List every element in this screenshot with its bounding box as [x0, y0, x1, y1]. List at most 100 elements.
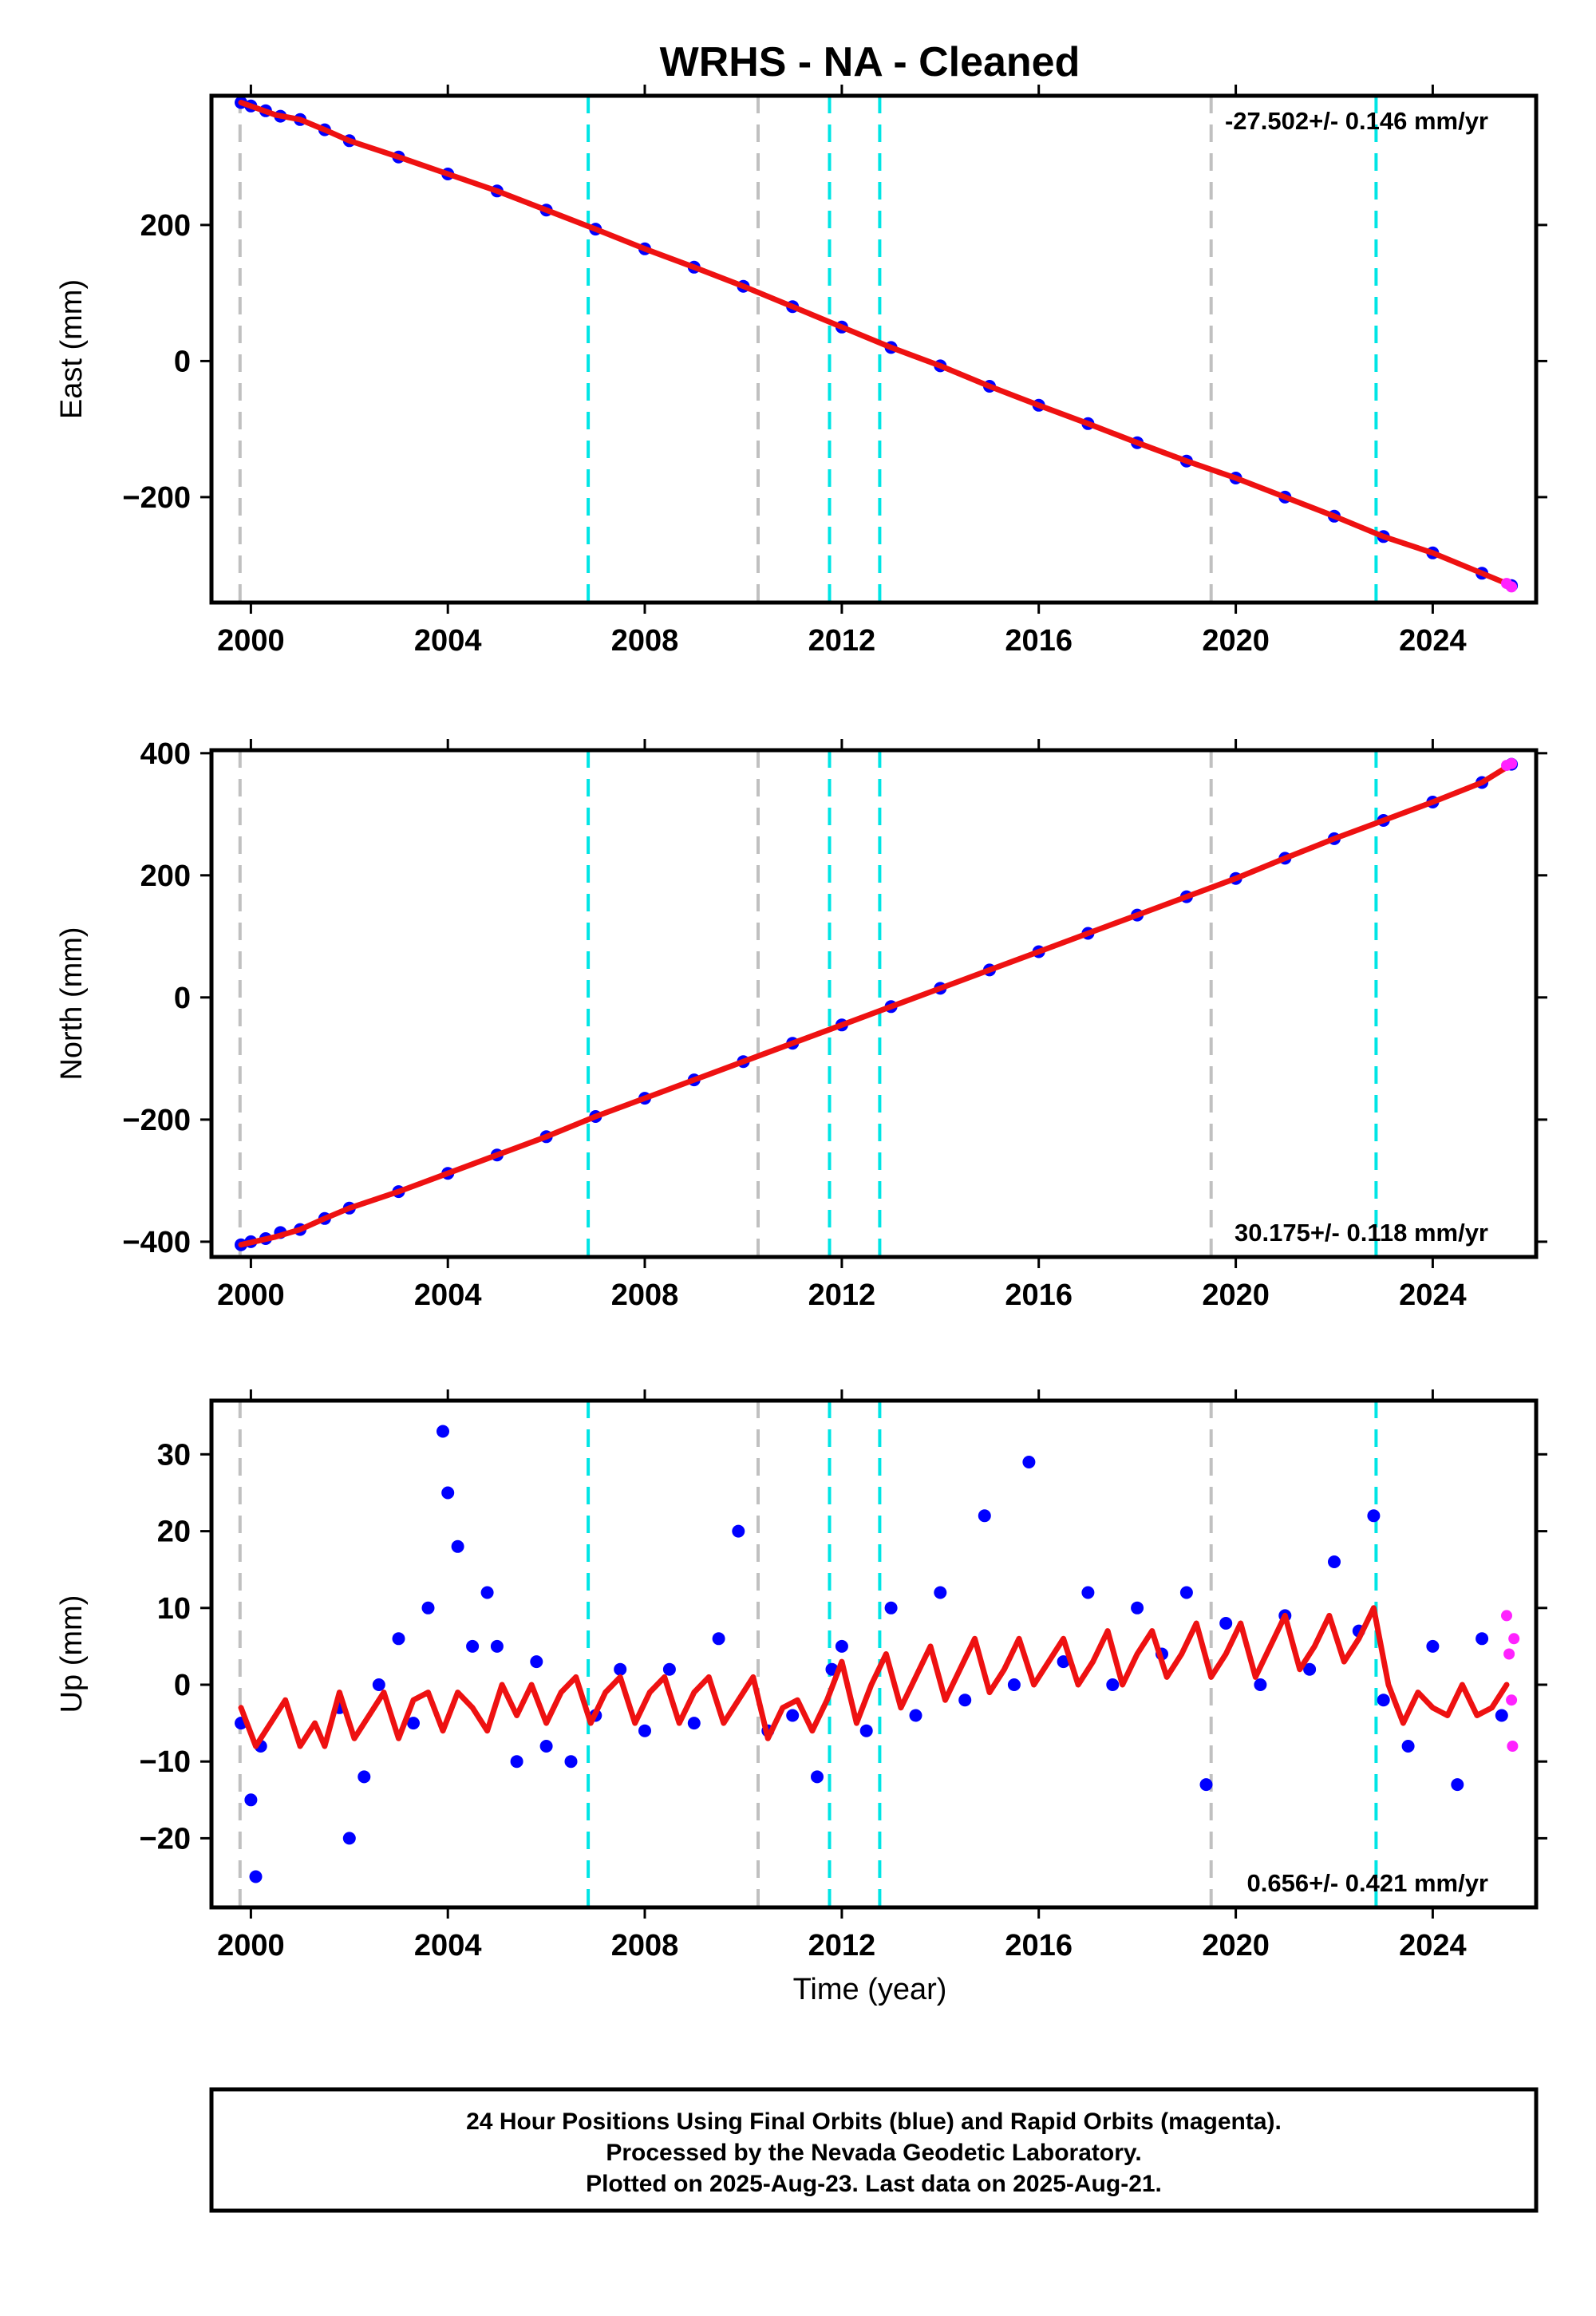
- up-y-tick-label-10: 10: [157, 1592, 191, 1626]
- up-final-point-13: [451, 1539, 464, 1553]
- up-final-point-35: [909, 1709, 922, 1722]
- up-final-point-1: [244, 1793, 258, 1807]
- footer-box: [209, 2087, 1539, 2213]
- north-y-tick-label--400: −400: [122, 1226, 191, 1259]
- up-panel: 2000 2004 2008 2012 2016 2020 2024 −20 −10 0 10 20 3…: [55, 1389, 1547, 1962]
- up-final-point-30: [811, 1770, 824, 1784]
- up-x-tick-label-2000: 2000: [217, 1929, 285, 1962]
- up-final-point-37: [958, 1694, 972, 1707]
- north-y-tick-label-400: 400: [140, 737, 191, 771]
- east-plot-frame: [209, 93, 1539, 605]
- east-x-tick-label-2004: 2004: [414, 624, 482, 658]
- north-rapid-point-1: [1506, 757, 1518, 769]
- north-y-tick-label-0: 0: [174, 982, 191, 1015]
- up-final-point-15: [480, 1586, 494, 1599]
- up-y-tick-label-30: 30: [157, 1438, 191, 1472]
- up-final-point-36: [934, 1586, 947, 1599]
- up-rapid-point-1: [1503, 1648, 1515, 1660]
- up-final-point-23: [638, 1724, 651, 1737]
- east-model-line: [238, 100, 1515, 589]
- up-model-line: [238, 1605, 1510, 1749]
- up-x-tick-label-2008: 2008: [611, 1929, 679, 1962]
- up-final-point-26: [712, 1632, 725, 1646]
- up-final-point-29: [786, 1709, 800, 1722]
- up-final-point-51: [1303, 1662, 1317, 1676]
- up-final-point-58: [1451, 1778, 1464, 1792]
- up-y-tick-label-0: 0: [174, 1669, 191, 1702]
- up-final-point-14: [466, 1639, 480, 1653]
- north-x-tick-label-2012: 2012: [808, 1279, 876, 1312]
- up-final-point-11: [437, 1425, 449, 1438]
- east-x-tick-label-2024: 2024: [1399, 624, 1467, 658]
- north-x-tick-label-2024: 2024: [1399, 1279, 1467, 1312]
- up-x-tick-label-2024: 2024: [1399, 1929, 1467, 1962]
- north-y-tick-label--200: −200: [122, 1104, 191, 1137]
- up-final-point-27: [732, 1524, 745, 1538]
- up-final-point-48: [1219, 1617, 1233, 1630]
- x-axis-title: Time (year): [793, 1973, 947, 2006]
- up-final-point-39: [1007, 1678, 1021, 1691]
- up-plot-frame: [209, 1398, 1539, 1910]
- east-x-tick-label-2020: 2020: [1202, 624, 1270, 658]
- north-y-axis-label: North (mm): [55, 927, 89, 1080]
- north-x-tick-label-2020: 2020: [1202, 1279, 1270, 1312]
- up-final-point-19: [539, 1740, 553, 1753]
- up-final-point-16: [490, 1639, 504, 1653]
- up-final-point-54: [1367, 1509, 1381, 1523]
- up-x-tick-label-2012: 2012: [808, 1929, 876, 1962]
- up-final-point-38: [978, 1509, 991, 1523]
- footer-line-3: Plotted on 2025-Aug-23. Last data on 202…: [586, 2171, 1162, 2197]
- up-final-point-41: [1057, 1655, 1070, 1669]
- up-final-point-43: [1106, 1678, 1120, 1691]
- up-final-point-40: [1022, 1456, 1036, 1468]
- east-y-tick-label-0: 0: [174, 345, 191, 378]
- up-final-point-46: [1179, 1586, 1193, 1599]
- up-final-point-22: [614, 1662, 627, 1676]
- up-final-point-7: [372, 1678, 385, 1691]
- north-x-tick-label-2000: 2000: [217, 1279, 285, 1312]
- east-rate-label: -27.502+/- 0.146 mm/yr: [1225, 107, 1488, 135]
- up-final-point-24: [662, 1662, 676, 1676]
- up-y-axis-label: Up (mm): [55, 1595, 89, 1713]
- up-final-point-20: [564, 1755, 578, 1769]
- up-final-point-55: [1377, 1694, 1390, 1707]
- up-final-point-32: [835, 1639, 848, 1653]
- figure-title: WRHS - NA - Cleaned: [660, 39, 1080, 85]
- east-x-tick-label-2012: 2012: [808, 624, 876, 658]
- up-rate-label: 0.656+/- 0.421 mm/yr: [1247, 1869, 1488, 1897]
- up-final-point-44: [1131, 1601, 1144, 1614]
- up-final-point-2: [249, 1870, 263, 1883]
- north-x-tick-label-2016: 2016: [1005, 1279, 1073, 1312]
- up-final-point-12: [441, 1486, 455, 1500]
- north-rate-label: 30.175+/- 0.118 mm/yr: [1235, 1219, 1488, 1247]
- up-final-point-9: [407, 1717, 420, 1730]
- east-x-tick-label-2000: 2000: [217, 624, 285, 658]
- up-final-point-25: [687, 1717, 701, 1730]
- up-rapid-point-4: [1508, 1633, 1520, 1645]
- up-y-tick-label--20: −20: [140, 1822, 191, 1856]
- north-x-tick-label-2004: 2004: [414, 1279, 482, 1312]
- up-final-point-18: [530, 1655, 543, 1669]
- north-model-line: [238, 761, 1515, 1248]
- up-rapid-point-3: [1507, 1741, 1519, 1752]
- north-x-tick-label-2008: 2008: [611, 1279, 679, 1312]
- up-rapid-point-2: [1506, 1694, 1518, 1706]
- east-y-axis-label: East (mm): [55, 279, 89, 419]
- up-final-point-49: [1254, 1678, 1267, 1691]
- up-final-point-34: [884, 1601, 898, 1614]
- up-x-tick-label-2020: 2020: [1202, 1929, 1270, 1962]
- up-x-tick-label-2016: 2016: [1005, 1929, 1073, 1962]
- east-x-tick-label-2016: 2016: [1005, 624, 1073, 658]
- up-final-point-47: [1199, 1778, 1213, 1792]
- footer-line-2: Processed by the Nevada Geodetic Laborat…: [606, 2140, 1141, 2166]
- north-panel: 2000 2004 2008 2012 2016 2020 2024 −400 −200 0 200…: [55, 737, 1547, 1312]
- footer-line-1: 24 Hour Positions Using Final Orbits (bl…: [466, 2109, 1282, 2135]
- up-final-point-10: [421, 1601, 435, 1614]
- up-final-point-42: [1081, 1586, 1095, 1599]
- east-y-tick-label--200: −200: [122, 481, 191, 515]
- up-final-point-17: [510, 1755, 523, 1769]
- up-y-tick-label--10: −10: [140, 1745, 191, 1779]
- up-final-point-56: [1401, 1740, 1415, 1753]
- up-y-tick-label-20: 20: [157, 1516, 191, 1549]
